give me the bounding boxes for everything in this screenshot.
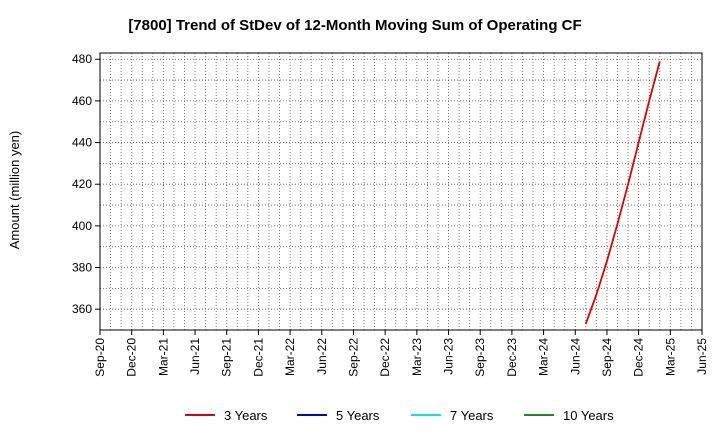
x-tick-label: Jun-25 bbox=[695, 338, 709, 375]
grid bbox=[100, 53, 702, 331]
chart-title: [7800] Trend of StDev of 12-Month Moving… bbox=[128, 17, 581, 34]
x-tick-label: Sep-20 bbox=[93, 338, 107, 377]
legend: 3 Years 5 Years 7 Years 10 Years bbox=[185, 408, 614, 423]
y-tick-label: 380 bbox=[72, 261, 92, 275]
x-tick-label: Sep-21 bbox=[220, 338, 234, 377]
legend-label-10-years: 10 Years bbox=[563, 408, 614, 423]
y-tick-label: 420 bbox=[72, 177, 92, 191]
y-tick-label: 440 bbox=[72, 136, 92, 150]
x-tick-label: Sep-22 bbox=[346, 338, 360, 377]
x-tick-label: Mar-21 bbox=[156, 338, 170, 376]
legend-label-7-years: 7 Years bbox=[450, 408, 494, 423]
x-tick-label: Jun-22 bbox=[315, 338, 329, 375]
series-lines bbox=[584, 61, 661, 325]
plot-frame bbox=[99, 52, 703, 331]
x-tick-label: Mar-25 bbox=[663, 338, 677, 376]
x-tick-label: Sep-23 bbox=[473, 338, 487, 377]
x-tick-label: Mar-23 bbox=[410, 338, 424, 376]
x-tick-label: Jun-21 bbox=[188, 338, 202, 375]
x-tick-label: Dec-23 bbox=[505, 338, 519, 377]
legend-label-3-years: 3 Years bbox=[224, 408, 268, 423]
y-tick-label: 400 bbox=[72, 219, 92, 233]
y-tick-label: 360 bbox=[72, 302, 92, 316]
series-line-3-years bbox=[584, 61, 661, 325]
x-tick-label: Dec-22 bbox=[378, 338, 392, 377]
legend-label-5-years: 5 Years bbox=[336, 408, 380, 423]
x-tick-label: Mar-24 bbox=[537, 338, 551, 376]
x-tick-label: Dec-20 bbox=[125, 338, 139, 377]
x-tick-label: Jun-23 bbox=[442, 338, 456, 375]
x-tick-label: Dec-21 bbox=[251, 338, 265, 377]
y-axis-label: Amount (million yen) bbox=[7, 131, 22, 250]
x-tick-label: Sep-24 bbox=[600, 338, 614, 377]
y-tick-label: 460 bbox=[72, 94, 92, 108]
x-tick-label: Mar-22 bbox=[283, 338, 297, 376]
axis-ticks: 360 380 400 420 440 460 480 Sep-20 Dec-20 Mar-21 J… bbox=[72, 52, 709, 376]
y-tick-label: 480 bbox=[72, 52, 92, 66]
x-tick-label: Dec-24 bbox=[632, 338, 646, 377]
x-tick-label: Jun-24 bbox=[568, 338, 582, 375]
